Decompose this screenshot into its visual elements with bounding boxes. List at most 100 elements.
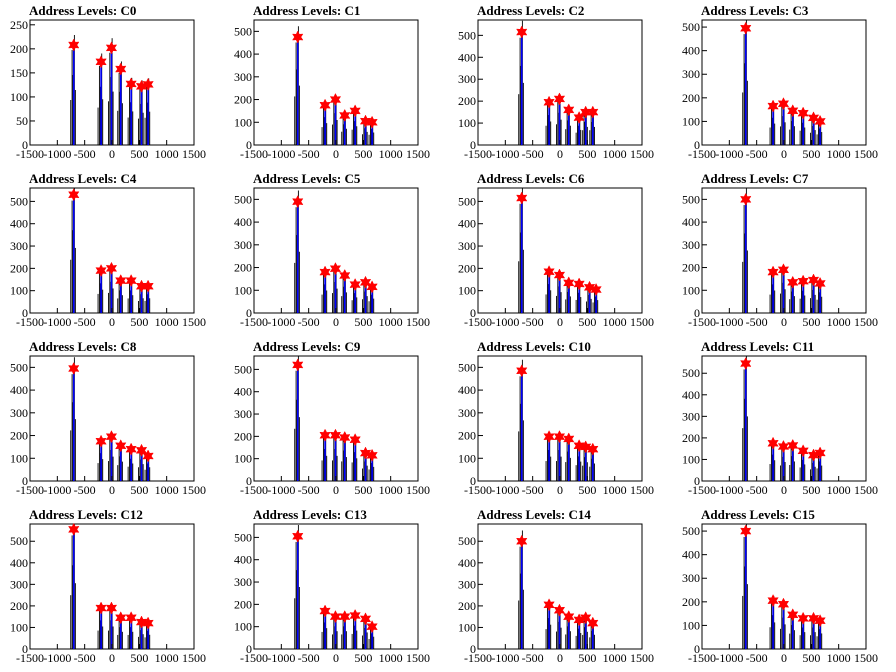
- x-tick-label: -1000: [43, 651, 71, 665]
- y-tick-label: 300: [234, 407, 252, 421]
- peak-marker: [115, 611, 127, 625]
- y-tick-label: 200: [458, 261, 476, 275]
- y-tick-label: 100: [10, 451, 28, 465]
- y-tick-label: 400: [10, 556, 28, 570]
- peak-marker: [587, 105, 599, 119]
- y-tick-label: 300: [458, 577, 476, 591]
- y-tick-label: 100: [234, 115, 252, 129]
- x-tick-label: 1500: [630, 147, 654, 161]
- y-tick-label: 200: [682, 91, 700, 105]
- x-tick-label: -500: [522, 651, 544, 665]
- y-tick-label: 300: [682, 571, 700, 585]
- chart-title: Address Levels: C9: [253, 339, 361, 354]
- chart-title: Address Levels: C10: [477, 339, 591, 354]
- y-tick-label: 300: [458, 72, 476, 86]
- peak-marker: [105, 601, 118, 615]
- x-tick-label: -500: [522, 147, 544, 161]
- peak-marker: [359, 446, 372, 460]
- peak-marker: [807, 273, 820, 287]
- x-tick-label: 1000: [155, 651, 179, 665]
- y-tick-label: 500: [458, 534, 476, 548]
- x-tick-label: -1500: [464, 147, 492, 161]
- peak-marker: [329, 92, 342, 107]
- y-tick-label: 250: [10, 18, 28, 32]
- x-tick-label: 1500: [406, 147, 430, 161]
- y-tick-label: 100: [458, 116, 476, 130]
- peak-marker: [95, 601, 107, 615]
- chart-panel: Address Levels: C11 0 100 200 300 400 500 -1500…: [672, 336, 896, 504]
- y-tick-label: 400: [682, 215, 700, 229]
- x-tick-label: -1500: [688, 315, 716, 329]
- peak-marker: [543, 265, 555, 279]
- peak-marker: [115, 274, 127, 288]
- peak-marker: [787, 438, 799, 453]
- y-tick-label: 300: [234, 238, 252, 252]
- peak-marker: [349, 608, 361, 623]
- y-tick-label: 400: [234, 553, 252, 567]
- x-tick-label: -1500: [688, 147, 716, 161]
- y-tick-label: 300: [234, 575, 252, 589]
- y-tick-label: 200: [10, 429, 28, 443]
- chart-svg: Address Levels: C30100200300400500-1500-…: [682, 3, 878, 161]
- x-tick-label: 1000: [603, 483, 627, 497]
- x-tick-label: 500: [578, 147, 596, 161]
- y-tick-label: 300: [10, 239, 28, 253]
- x-tick-label: 500: [130, 483, 148, 497]
- x-tick-label: 0: [333, 147, 339, 161]
- chart-svg: Address Levels: C10 0 100 200 300 400 500 -1500…: [458, 339, 654, 497]
- y-tick-label: 400: [458, 50, 476, 64]
- x-tick-label: 1500: [406, 483, 430, 497]
- y-tick-label: 0: [246, 306, 252, 320]
- x-tick-label: 1500: [630, 483, 654, 497]
- chart-panel: Address Levels: C15 0 100 200 300 400 500 -1500…: [672, 504, 896, 672]
- chart-panel: Address Levels: C8 0 100 200 300 400 500 -1500-…: [0, 336, 224, 504]
- peak-marker: [767, 594, 779, 608]
- peak-marker: [553, 430, 566, 444]
- peak-marker: [740, 356, 752, 371]
- x-tick-label: 500: [130, 315, 148, 329]
- peak-marker: [573, 277, 585, 291]
- y-tick-label: 100: [458, 620, 476, 634]
- peak-marker: [580, 440, 592, 454]
- x-tick-label: -1500: [240, 483, 268, 497]
- y-tick-label: 400: [458, 217, 476, 231]
- x-tick-label: 1500: [182, 483, 206, 497]
- peak-marker: [797, 274, 809, 288]
- x-tick-label: 500: [578, 651, 596, 665]
- x-tick-label: 1500: [182, 147, 206, 161]
- y-tick-label: 400: [10, 217, 28, 231]
- peak-marker: [797, 106, 809, 120]
- x-tick-label: 0: [557, 483, 563, 497]
- peak-marker: [797, 444, 809, 458]
- peak-marker: [366, 115, 378, 129]
- peak-marker: [349, 104, 361, 118]
- peak-marker: [329, 428, 342, 442]
- chart-title: Address Levels: C13: [253, 507, 367, 522]
- x-tick-label: 500: [354, 147, 372, 161]
- y-tick-label: 100: [234, 620, 252, 634]
- x-tick-label: 1500: [854, 651, 878, 665]
- peak-marker: [125, 611, 137, 625]
- peak-marker: [105, 261, 118, 275]
- y-tick-label: 500: [234, 530, 252, 544]
- y-tick-label: 300: [682, 409, 700, 423]
- x-tick-label: -500: [522, 315, 544, 329]
- chart-panel: Address Levels: C0 0 50 100 150 200 250 -1500 -1…: [0, 0, 224, 168]
- x-tick-label: 0: [333, 315, 339, 329]
- x-tick-label: -1000: [491, 315, 519, 329]
- x-tick-label: -1500: [16, 483, 44, 497]
- x-tick-label: -1000: [491, 147, 519, 161]
- x-tick-label: 1000: [827, 483, 851, 497]
- x-tick-label: 1500: [406, 315, 430, 329]
- x-tick-label: 500: [802, 483, 820, 497]
- y-tick-label: 500: [682, 20, 700, 34]
- chart-title: Address Levels: C11: [701, 339, 814, 354]
- x-tick-label: -1000: [715, 147, 743, 161]
- x-tick-label: 1000: [379, 483, 403, 497]
- x-tick-label: 500: [802, 147, 820, 161]
- y-tick-label: 0: [694, 642, 700, 656]
- peak-marker: [777, 597, 790, 611]
- y-tick-label: 0: [694, 138, 700, 152]
- peak-marker: [115, 439, 127, 453]
- peak-marker: [543, 95, 555, 109]
